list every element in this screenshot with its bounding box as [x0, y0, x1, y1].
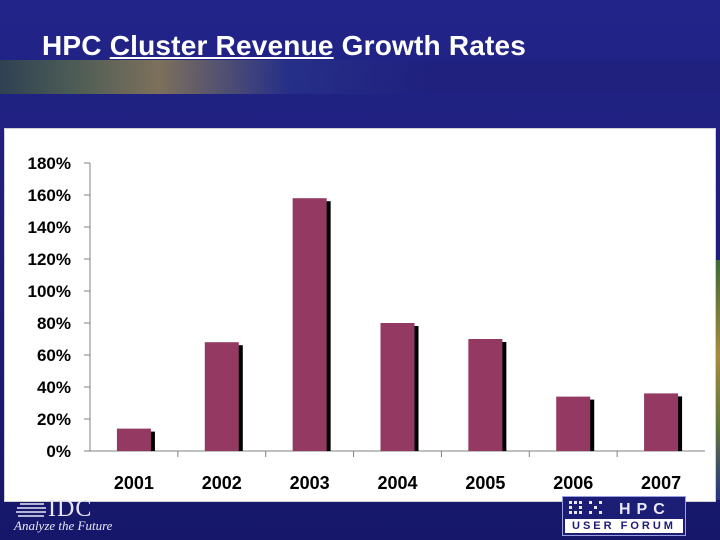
hpc-user-forum-logo: HPC USER FORUM: [562, 496, 686, 536]
x-tick-label: 2005: [465, 473, 505, 493]
y-tick-label: 80%: [37, 314, 71, 333]
chart-panel: 0% 20% 40% 60% 80% 100% 120% 140% 160% 180% 2001 20…: [4, 128, 716, 502]
idc-name: IDC: [48, 496, 93, 522]
x-tick-label: 2001: [114, 473, 154, 493]
bar-2004: [380, 323, 415, 451]
decorative-band: [0, 60, 720, 94]
bar-2007: [644, 393, 679, 451]
x-tick-label: 2007: [641, 473, 681, 493]
hpc-logo-text: HPC: [619, 501, 671, 517]
y-tick-label: 20%: [37, 410, 71, 429]
x-tick-label: 2003: [290, 473, 330, 493]
y-tick-label: 180%: [28, 154, 71, 173]
slide-title: HPC Cluster Revenue Growth Rates: [42, 30, 526, 62]
y-tick-label: 100%: [28, 282, 71, 301]
y-tick-label: 0%: [46, 442, 71, 461]
y-tick-label: 140%: [28, 218, 71, 237]
title-part-2-underlined: Cluster Revenue: [109, 30, 334, 61]
x-tick-label: 2004: [377, 473, 417, 493]
bar-2002: [204, 342, 239, 451]
hpc-logo-subtitle: USER FORUM: [565, 519, 683, 533]
bar-2006: [556, 396, 591, 451]
idc-globe-logo-icon: [16, 503, 46, 517]
idc-logo: IDC Analyze the Future: [10, 496, 150, 536]
y-tick-label: 60%: [37, 346, 71, 365]
hpc-dot-matrix-logo-icon: HPC: [569, 501, 671, 517]
bar-2003: [292, 198, 327, 451]
idc-tagline: Analyze the Future: [14, 518, 113, 533]
y-tick-label: 160%: [28, 186, 71, 205]
bar-2005: [468, 339, 503, 451]
title-part-1: HPC: [42, 30, 110, 61]
bar-chart: 0% 20% 40% 60% 80% 100% 120% 140% 160% 180% 2001 20…: [28, 154, 705, 493]
y-tick-label: 40%: [37, 378, 71, 397]
x-tick-label: 2006: [553, 473, 593, 493]
y-tick-label: 120%: [28, 250, 71, 269]
title-part-3: Growth Rates: [333, 30, 527, 61]
x-tick-label: 2002: [202, 473, 242, 493]
bar-2001: [116, 428, 151, 451]
